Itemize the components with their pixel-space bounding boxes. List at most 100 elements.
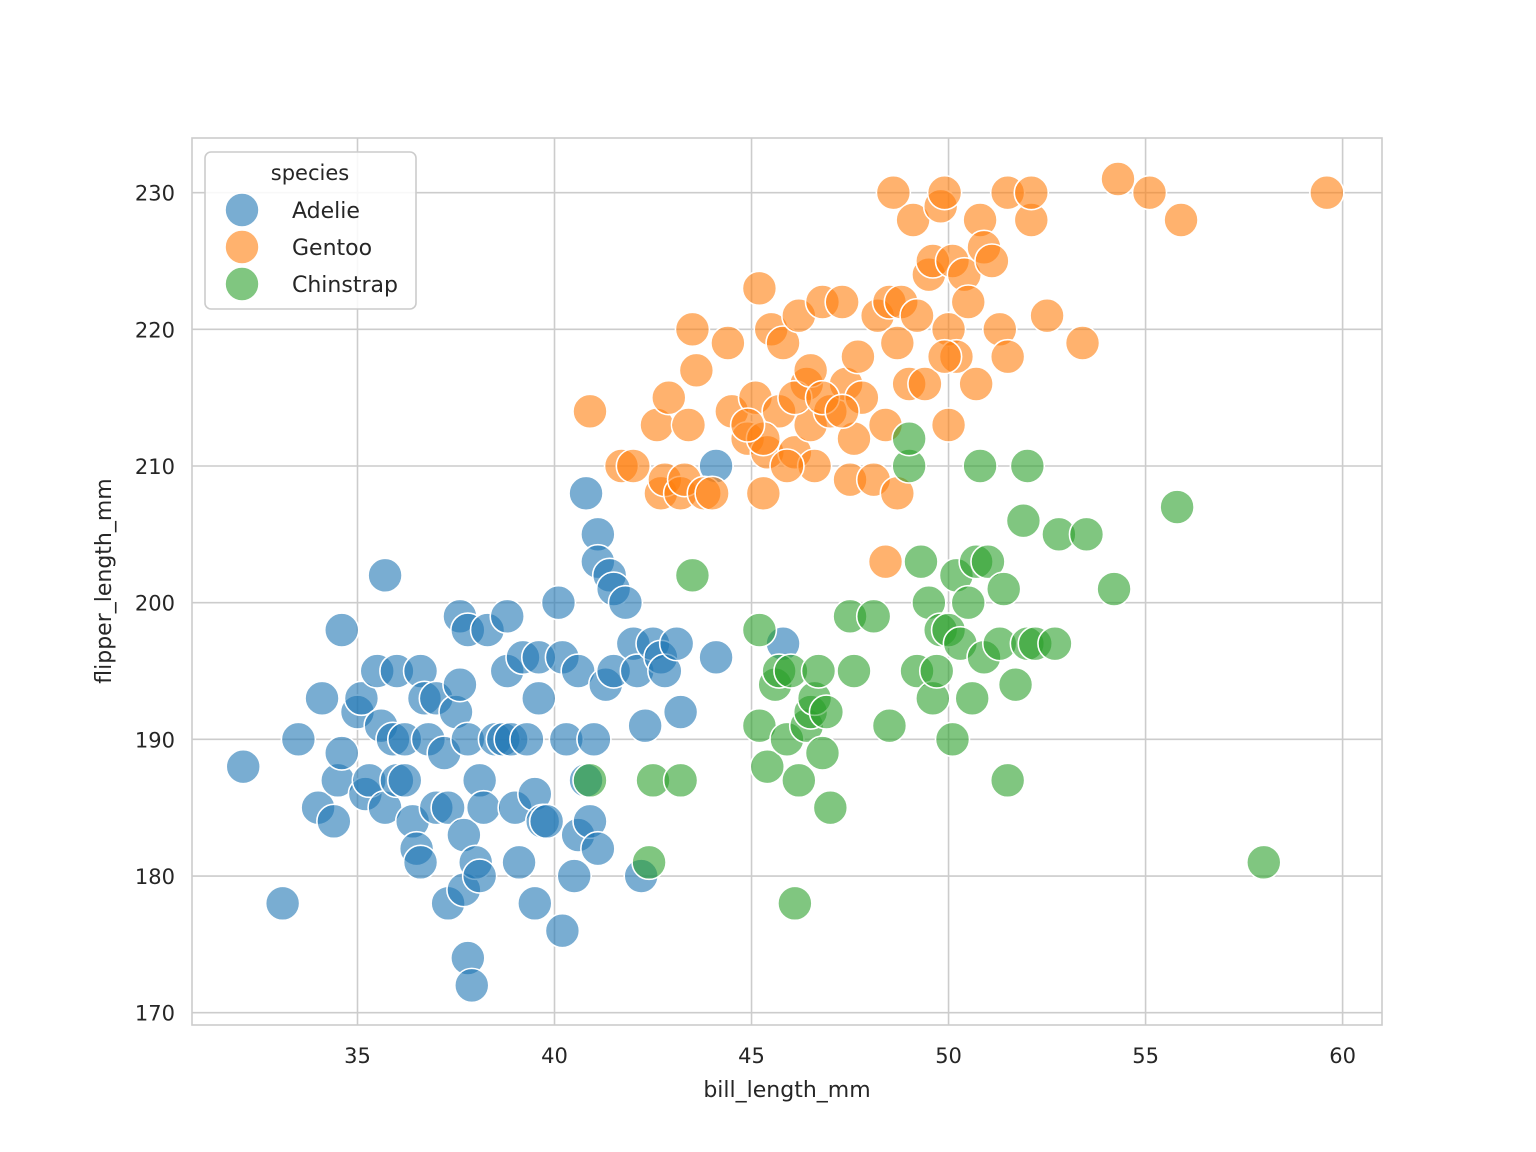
y-axis-label: flipper_length_mm xyxy=(92,478,117,683)
data-point-chinstrap xyxy=(800,653,837,689)
data-point-gentoo xyxy=(907,366,943,402)
data-point-chinstrap xyxy=(1245,844,1282,881)
data-point-adelie xyxy=(509,721,545,758)
data-point-gentoo xyxy=(769,448,805,484)
data-point-chinstrap xyxy=(804,735,841,771)
data-point-gentoo xyxy=(670,407,707,443)
data-point-gentoo xyxy=(974,243,1010,279)
data-point-gentoo xyxy=(879,325,916,361)
data-point-chinstrap xyxy=(962,448,998,484)
axes-frame xyxy=(191,137,1383,1026)
data-point-adelie xyxy=(225,748,262,785)
data-point-chinstrap xyxy=(903,543,939,580)
data-point-adelie xyxy=(465,789,502,826)
data-point-adelie xyxy=(576,721,612,758)
data-point-gentoo xyxy=(674,311,711,348)
data-point-gentoo xyxy=(875,174,912,211)
data-point-chinstrap xyxy=(985,571,1022,607)
y-tick-labels: 170 180 190 200 210 220 230 xyxy=(135,182,175,1026)
data-point-chinstrap xyxy=(1005,502,1042,539)
data-point-adelie xyxy=(430,789,466,826)
data-point-adelie xyxy=(280,721,317,758)
data-point-adelie xyxy=(528,803,565,840)
data-point-adelie xyxy=(501,844,537,881)
data-point-gentoo xyxy=(572,393,608,430)
data-point-chinstrap xyxy=(918,653,955,689)
data-point-chinstrap xyxy=(808,694,845,730)
x-tick-label: 35 xyxy=(344,1044,371,1068)
data-point-chinstrap xyxy=(777,885,813,922)
data-point-adelie xyxy=(343,680,380,717)
data-point-adelie xyxy=(556,858,593,894)
legend-label-adelie: Adelie xyxy=(292,199,360,224)
data-point-adelie xyxy=(323,735,360,771)
data-point-adelie xyxy=(658,625,695,662)
legend-label-chinstrap: Chinstrap xyxy=(292,273,398,298)
x-tick-label: 40 xyxy=(541,1044,568,1068)
data-point-adelie xyxy=(520,680,557,717)
data-point-adelie xyxy=(386,762,423,799)
y-tick-label: 190 xyxy=(135,728,175,752)
data-point-adelie xyxy=(304,680,340,717)
data-point-adelie xyxy=(698,639,734,676)
data-point-gentoo xyxy=(694,475,730,512)
data-point-gentoo xyxy=(989,338,1026,375)
data-point-adelie xyxy=(540,584,577,621)
legend-marker-adelie xyxy=(224,192,260,228)
x-tick-labels: 35 40 45 50 55 60 xyxy=(344,1044,1356,1068)
data-point-chinstrap xyxy=(836,653,872,689)
y-tick-label: 170 xyxy=(135,1002,175,1026)
data-point-gentoo xyxy=(1309,174,1345,211)
data-point-adelie xyxy=(442,666,478,703)
data-point-gentoo xyxy=(615,448,652,484)
data-point-gentoo xyxy=(678,352,715,389)
data-point-gentoo xyxy=(741,270,778,307)
data-points xyxy=(225,161,1345,1004)
data-point-chinstrap xyxy=(662,762,699,799)
data-point-chinstrap xyxy=(1037,625,1073,662)
legend-marker-gentoo xyxy=(224,229,260,265)
series-gentoo xyxy=(572,161,1345,580)
y-tick-label: 200 xyxy=(135,592,175,616)
data-point-chinstrap xyxy=(855,598,892,635)
data-point-gentoo xyxy=(926,174,963,211)
legend-title: species xyxy=(271,161,349,185)
data-point-adelie xyxy=(316,803,352,840)
data-point-chinstrap xyxy=(970,543,1006,580)
data-point-gentoo xyxy=(729,407,766,443)
legend[interactable]: species Adelie Gentoo Chinstrap xyxy=(204,151,417,310)
data-point-adelie xyxy=(323,612,360,648)
y-tick-label: 210 xyxy=(135,455,175,479)
x-tick-label: 45 xyxy=(738,1044,765,1068)
legend-marker-chinstrap xyxy=(224,266,260,302)
data-point-chinstrap xyxy=(749,748,786,785)
data-point-gentoo xyxy=(650,379,687,416)
data-point-gentoo xyxy=(765,325,801,361)
data-point-gentoo xyxy=(899,297,935,334)
data-point-gentoo xyxy=(1131,174,1168,211)
y-tick-label: 180 xyxy=(135,865,175,889)
data-point-adelie xyxy=(453,967,490,1004)
data-point-chinstrap xyxy=(631,844,667,881)
data-point-gentoo xyxy=(1100,161,1136,197)
data-point-adelie xyxy=(489,598,526,635)
data-point-adelie xyxy=(517,885,553,922)
data-point-chinstrap xyxy=(1159,489,1195,525)
data-point-chinstrap xyxy=(674,557,711,594)
data-point-chinstrap xyxy=(954,680,990,717)
y-tick-label: 230 xyxy=(135,182,175,206)
data-point-gentoo xyxy=(710,325,746,361)
data-point-chinstrap xyxy=(781,762,817,799)
data-point-gentoo xyxy=(824,284,860,320)
data-point-chinstrap xyxy=(891,420,927,457)
data-point-adelie xyxy=(264,885,301,922)
data-point-adelie xyxy=(662,694,699,730)
data-point-chinstrap xyxy=(812,789,849,826)
data-point-chinstrap xyxy=(1096,571,1132,607)
x-tick-label: 50 xyxy=(935,1044,962,1068)
data-point-chinstrap xyxy=(934,721,971,758)
data-point-chinstrap xyxy=(741,612,778,648)
x-tick-label: 55 xyxy=(1132,1044,1159,1068)
data-point-adelie xyxy=(580,830,616,867)
